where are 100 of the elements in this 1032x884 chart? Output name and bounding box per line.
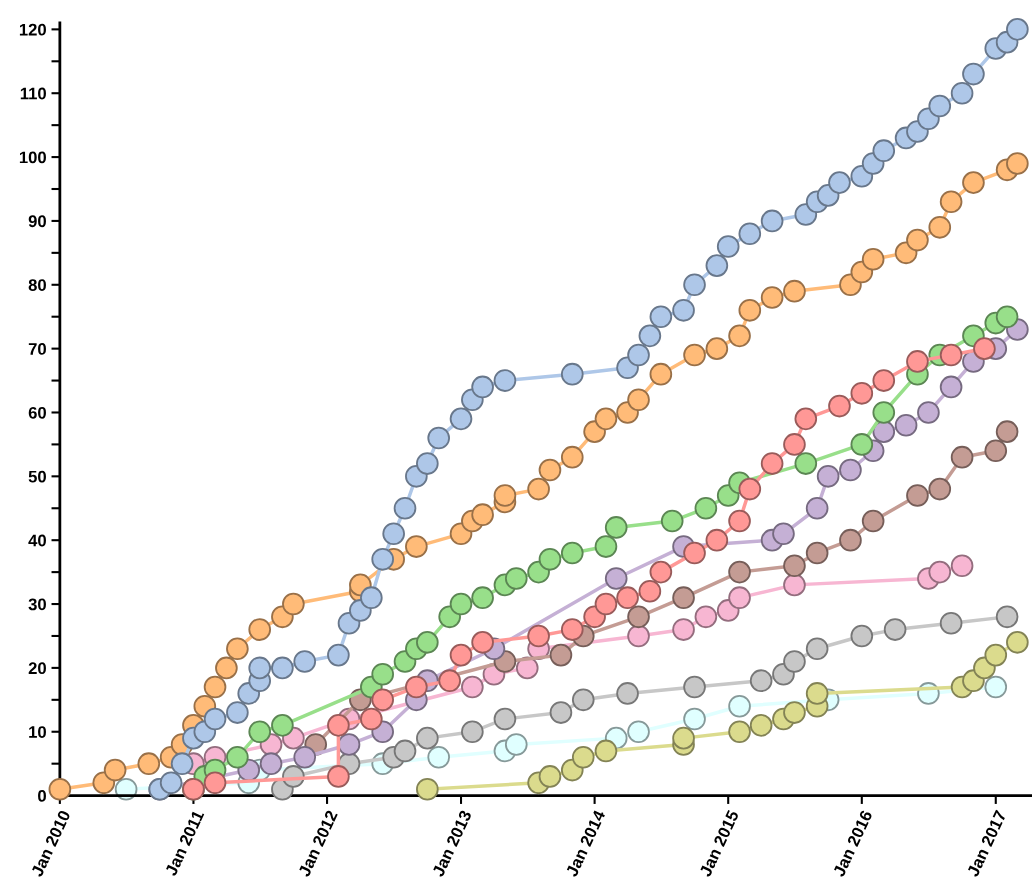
point bbox=[783, 433, 806, 456]
point bbox=[738, 477, 762, 501]
point bbox=[728, 586, 751, 609]
point bbox=[939, 375, 963, 399]
point bbox=[928, 560, 952, 584]
point bbox=[248, 656, 272, 680]
point bbox=[728, 509, 751, 533]
point bbox=[984, 439, 1008, 463]
point bbox=[471, 375, 494, 399]
point bbox=[839, 528, 862, 552]
point bbox=[627, 624, 650, 648]
point bbox=[772, 522, 795, 546]
point bbox=[594, 592, 618, 616]
point bbox=[293, 650, 317, 673]
point bbox=[805, 637, 829, 661]
point bbox=[928, 94, 952, 118]
point bbox=[271, 714, 294, 737]
point bbox=[672, 726, 695, 750]
point bbox=[660, 509, 684, 533]
point bbox=[683, 675, 706, 699]
point bbox=[783, 650, 806, 673]
point bbox=[203, 771, 227, 795]
point bbox=[604, 516, 628, 539]
point bbox=[416, 452, 439, 475]
point bbox=[683, 343, 706, 367]
point bbox=[1006, 18, 1029, 41]
point bbox=[728, 560, 751, 584]
point bbox=[560, 618, 584, 641]
point bbox=[405, 535, 428, 558]
point bbox=[839, 458, 862, 482]
point bbox=[360, 707, 383, 731]
point bbox=[816, 465, 840, 488]
point bbox=[627, 720, 650, 744]
point bbox=[203, 675, 227, 699]
point bbox=[705, 337, 729, 360]
point bbox=[872, 139, 896, 163]
point bbox=[917, 401, 940, 424]
point bbox=[427, 426, 451, 450]
point bbox=[783, 573, 806, 597]
point bbox=[694, 605, 718, 629]
point bbox=[248, 720, 272, 744]
point bbox=[738, 298, 762, 322]
point bbox=[928, 215, 952, 239]
point bbox=[861, 509, 885, 533]
point bbox=[705, 528, 729, 552]
point bbox=[984, 643, 1008, 667]
point bbox=[928, 477, 952, 501]
x-tick-label: Jan 2011 bbox=[164, 809, 205, 877]
point bbox=[683, 707, 706, 731]
y-tick-label: 0 bbox=[38, 790, 46, 802]
point bbox=[962, 171, 985, 194]
point bbox=[594, 407, 618, 431]
point bbox=[616, 586, 639, 609]
point bbox=[48, 777, 72, 801]
point bbox=[649, 560, 673, 584]
point bbox=[560, 541, 584, 565]
point bbox=[103, 758, 127, 782]
point bbox=[950, 445, 974, 469]
y-tick-label: 50 bbox=[28, 470, 46, 483]
point bbox=[527, 624, 550, 648]
point bbox=[527, 477, 550, 501]
point bbox=[749, 669, 773, 692]
y-tick-label: 10 bbox=[29, 726, 46, 738]
point bbox=[627, 343, 650, 367]
x-tick-label: Jan 2013 bbox=[431, 809, 472, 878]
point bbox=[560, 445, 584, 469]
point bbox=[416, 777, 439, 801]
point bbox=[850, 624, 874, 648]
point bbox=[159, 771, 183, 795]
point bbox=[215, 656, 238, 680]
point bbox=[939, 190, 963, 214]
point bbox=[327, 765, 350, 788]
point bbox=[828, 394, 851, 418]
point bbox=[327, 714, 350, 737]
x-tick-label: Jan 2017 bbox=[966, 809, 1007, 878]
point bbox=[571, 745, 595, 769]
y-tick-label: 120 bbox=[19, 23, 46, 36]
point bbox=[293, 745, 317, 769]
point bbox=[594, 535, 618, 558]
y-tick-label: 90 bbox=[28, 215, 46, 228]
x-tick-label: Jan 2012 bbox=[297, 809, 338, 878]
point bbox=[861, 247, 885, 271]
point bbox=[393, 739, 417, 763]
point bbox=[906, 228, 929, 252]
point bbox=[760, 209, 784, 233]
point bbox=[382, 522, 405, 546]
point bbox=[170, 752, 194, 775]
point bbox=[883, 618, 907, 641]
point bbox=[360, 586, 383, 609]
point bbox=[416, 726, 439, 750]
point bbox=[728, 720, 751, 744]
y-tick-label: 80 bbox=[28, 279, 46, 291]
point bbox=[939, 611, 963, 635]
point bbox=[248, 618, 272, 641]
point bbox=[705, 254, 729, 277]
point bbox=[627, 388, 650, 412]
point bbox=[538, 458, 562, 482]
point bbox=[271, 656, 294, 680]
point bbox=[616, 682, 639, 705]
point bbox=[760, 452, 784, 475]
